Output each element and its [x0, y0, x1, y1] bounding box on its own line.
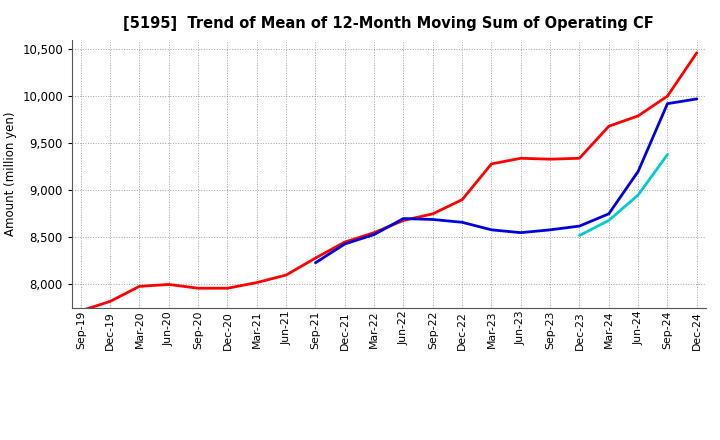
- 3 Years: [194, 286, 202, 291]
- 7 Years: [575, 233, 584, 238]
- 5 Years: [634, 169, 642, 174]
- 3 Years: [428, 211, 437, 216]
- 3 Years: [311, 256, 320, 261]
- Line: 7 Years: 7 Years: [580, 154, 667, 235]
- 3 Years: [693, 50, 701, 55]
- 3 Years: [634, 113, 642, 118]
- 3 Years: [370, 230, 379, 235]
- 5 Years: [311, 260, 320, 265]
- 5 Years: [370, 232, 379, 237]
- 3 Years: [341, 239, 349, 245]
- 3 Years: [663, 93, 672, 99]
- Line: 3 Years: 3 Years: [81, 53, 697, 311]
- Y-axis label: Amount (million yen): Amount (million yen): [4, 112, 17, 236]
- 5 Years: [605, 211, 613, 216]
- 3 Years: [399, 218, 408, 223]
- 3 Years: [164, 282, 173, 287]
- 7 Years: [605, 218, 613, 223]
- 7 Years: [663, 152, 672, 157]
- 5 Years: [693, 96, 701, 102]
- 3 Years: [605, 124, 613, 129]
- 3 Years: [76, 308, 85, 313]
- 5 Years: [341, 241, 349, 246]
- 3 Years: [516, 156, 525, 161]
- 3 Years: [487, 161, 496, 167]
- 5 Years: [575, 224, 584, 229]
- 5 Years: [428, 217, 437, 222]
- 5 Years: [458, 220, 467, 225]
- Line: 5 Years: 5 Years: [315, 99, 697, 263]
- 3 Years: [253, 280, 261, 285]
- 5 Years: [663, 101, 672, 106]
- 5 Years: [516, 230, 525, 235]
- 3 Years: [223, 286, 232, 291]
- 3 Years: [135, 284, 144, 289]
- 3 Years: [575, 156, 584, 161]
- Title: [5195]  Trend of Mean of 12-Month Moving Sum of Operating CF: [5195] Trend of Mean of 12-Month Moving …: [123, 16, 654, 32]
- 3 Years: [282, 272, 290, 278]
- 5 Years: [399, 216, 408, 221]
- 3 Years: [458, 197, 467, 202]
- 3 Years: [106, 299, 114, 304]
- 7 Years: [634, 192, 642, 198]
- 5 Years: [546, 227, 554, 232]
- 3 Years: [546, 157, 554, 162]
- 5 Years: [487, 227, 496, 232]
